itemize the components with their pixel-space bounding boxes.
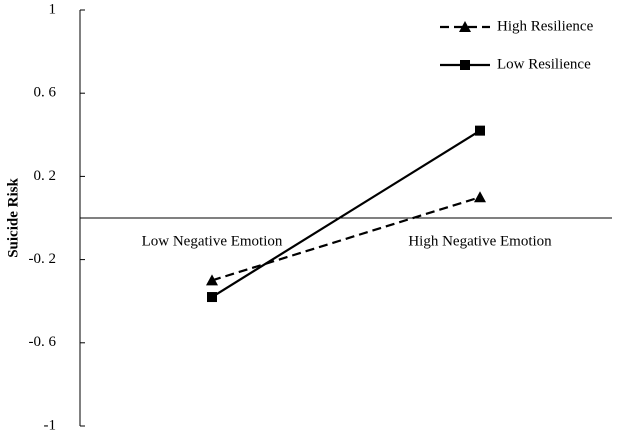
legend-label: High Resilience — [497, 18, 594, 34]
series-line — [211, 196, 481, 282]
legend-marker — [460, 60, 470, 70]
y-tick-label: 0. 2 — [34, 168, 57, 184]
y-tick-label: -1 — [44, 417, 57, 433]
series-line — [211, 129, 481, 298]
data-point — [475, 125, 485, 136]
data-point — [474, 191, 486, 203]
legend-label: Low Resilience — [497, 56, 591, 72]
legend-marker — [459, 21, 471, 32]
y-axis-title: Suicide Risk — [5, 178, 21, 258]
data-point — [206, 274, 218, 286]
data-point — [207, 292, 217, 303]
x-tick-label: Low Negative Emotion — [142, 233, 283, 249]
x-tick-label: High Negative Emotion — [408, 233, 552, 249]
y-tick-label: -0. 6 — [29, 334, 57, 350]
y-tick-label: -0. 2 — [29, 251, 57, 267]
y-tick-label: 1 — [49, 1, 57, 17]
y-tick-label: 0. 6 — [34, 85, 57, 101]
